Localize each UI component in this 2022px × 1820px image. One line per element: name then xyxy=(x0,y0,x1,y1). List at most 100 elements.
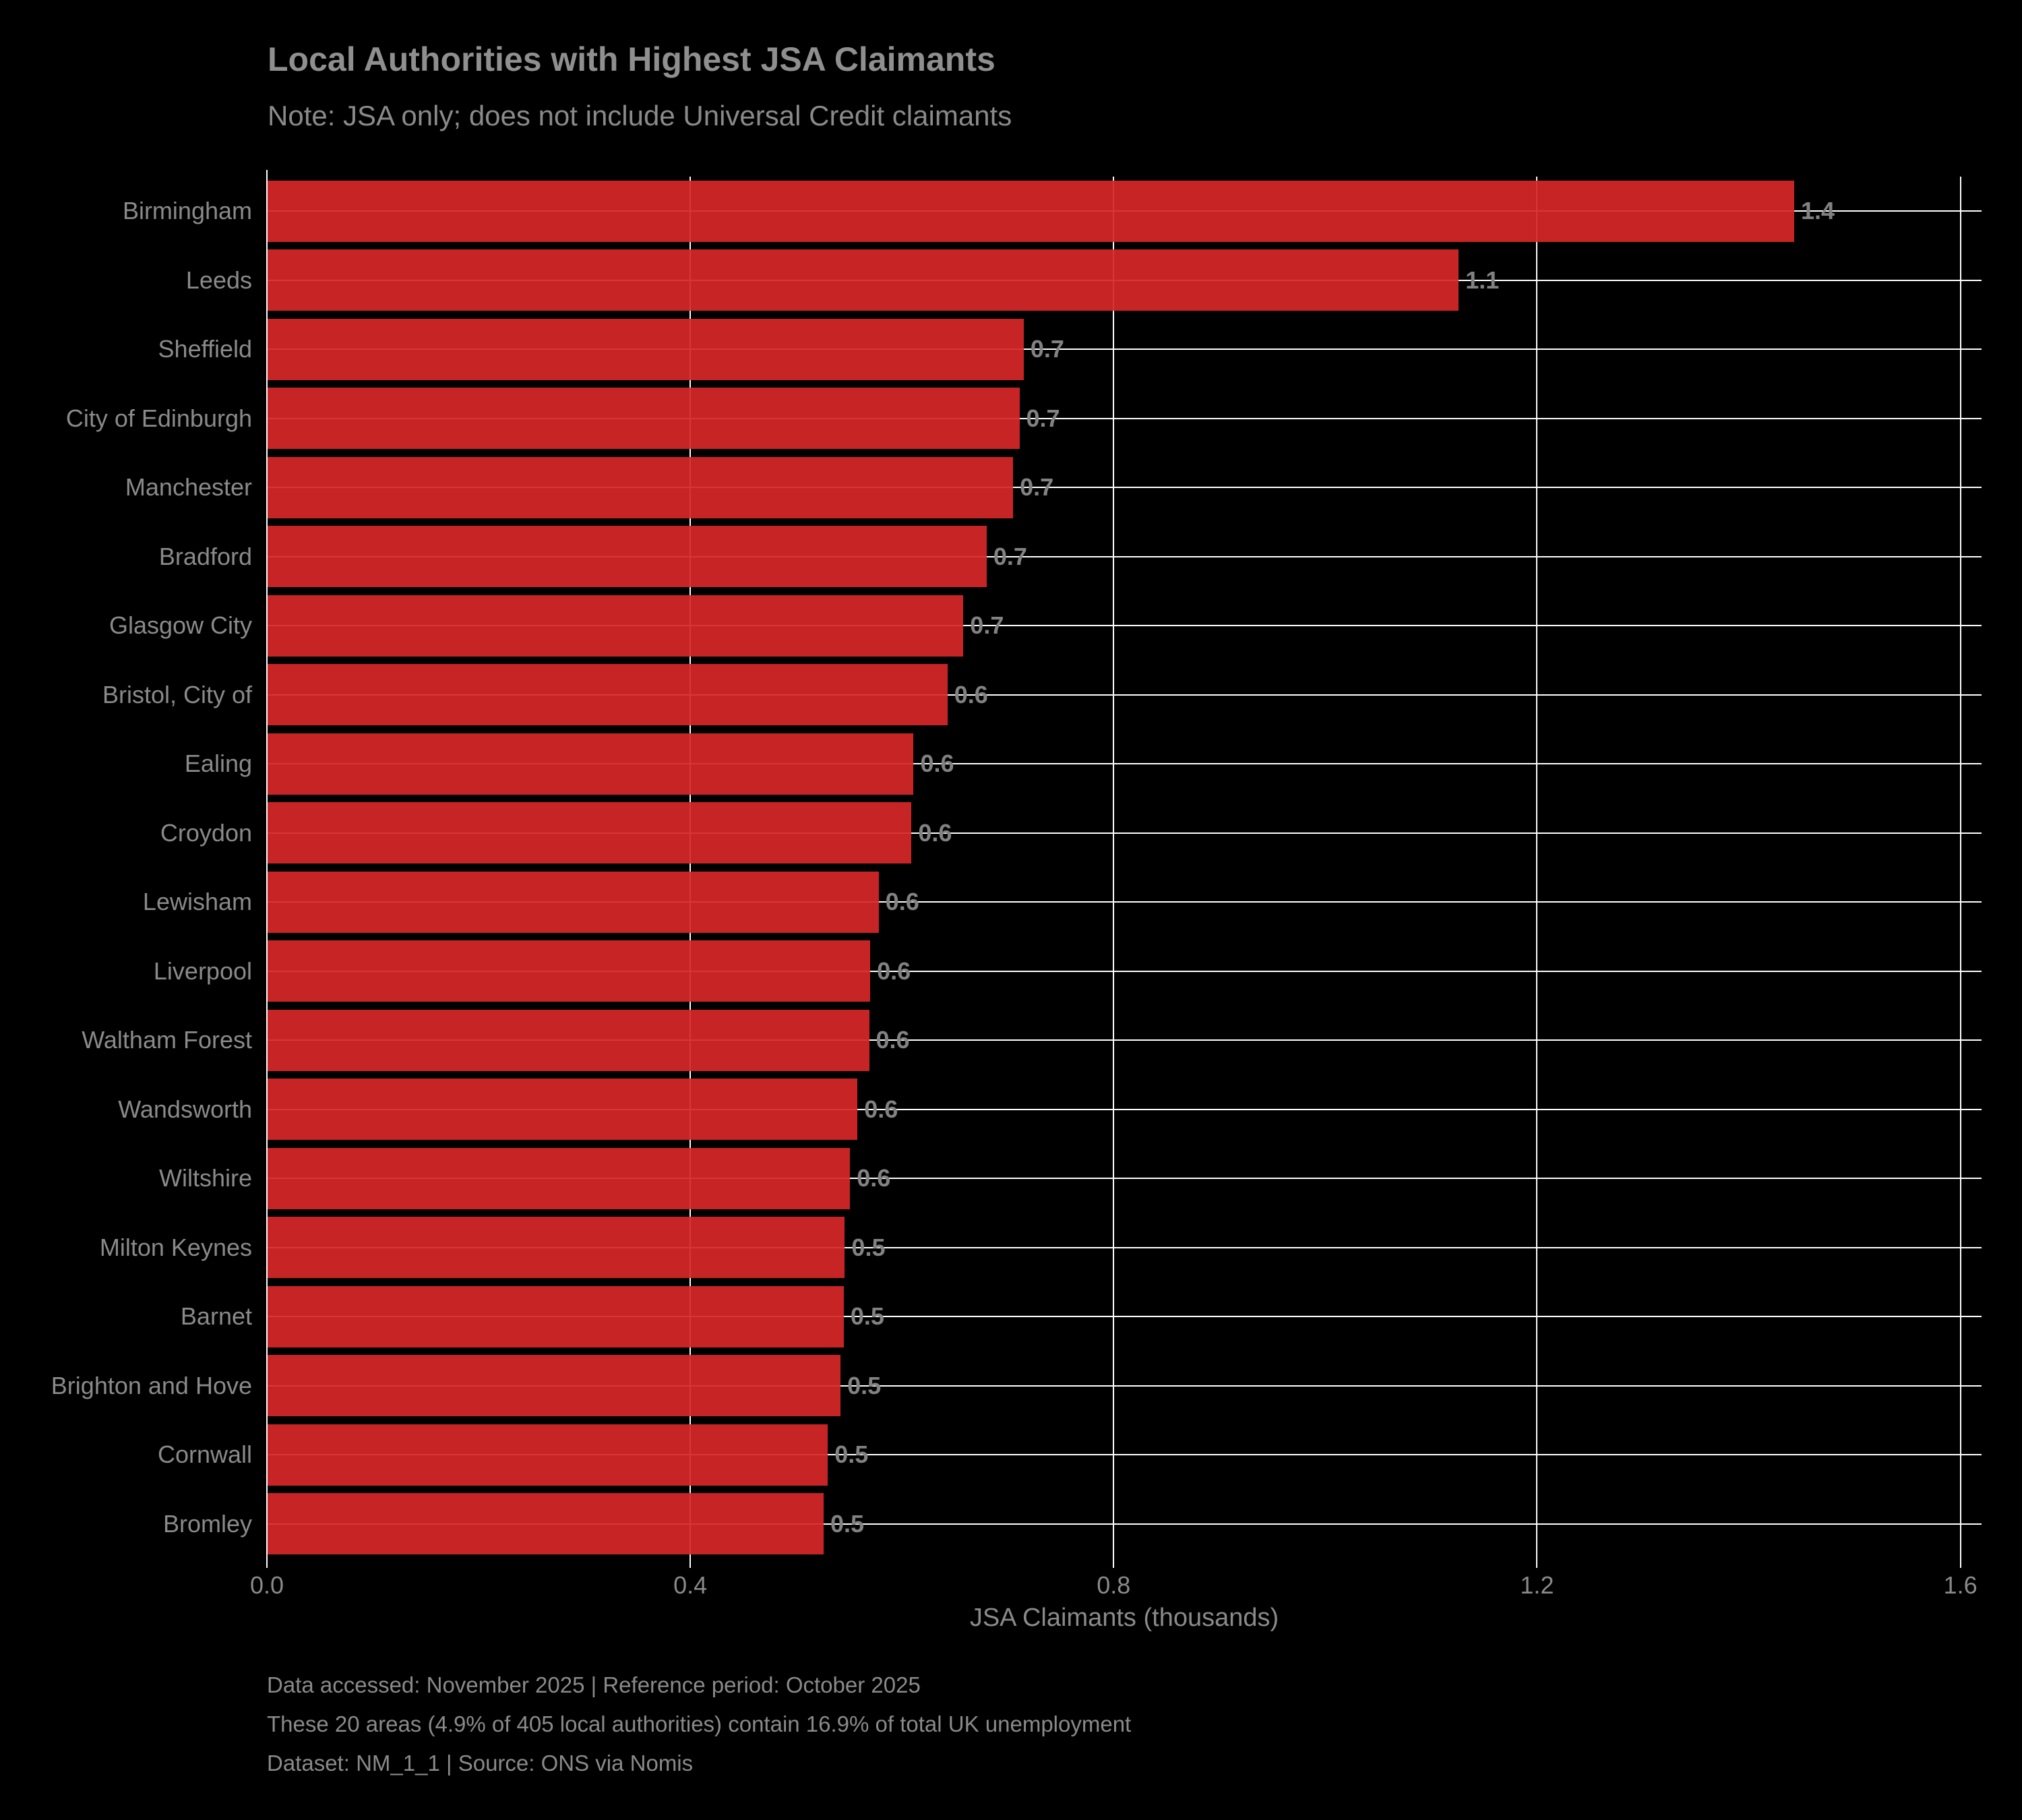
x-gridline xyxy=(690,177,692,1558)
y-category-label: Bradford xyxy=(158,542,252,570)
bar-row: 0.6 Croydon xyxy=(160,799,1982,868)
y-gridline xyxy=(267,1246,1982,1248)
y-gridline xyxy=(267,970,1982,972)
bar-value-label: 0.6 xyxy=(857,1164,891,1192)
y-category-label: Manchester xyxy=(125,473,252,502)
bar-value-label: 0.6 xyxy=(864,1095,898,1123)
footer-data-accessed: Data accessed: November 2025 | Reference… xyxy=(267,1672,921,1697)
bar xyxy=(267,1285,844,1347)
y-category-label: Sheffield xyxy=(158,335,252,363)
y-category-label: Ealing xyxy=(184,750,252,778)
bar xyxy=(267,1424,828,1486)
x-tick-label: 0.4 xyxy=(673,1571,708,1599)
bar-row: 0.5 Bromley xyxy=(163,1490,1982,1559)
bar-row: 0.6 Liverpool xyxy=(154,937,1982,1006)
y-gridline xyxy=(267,1039,1982,1041)
y-gridline xyxy=(267,555,1982,557)
bar-row: 0.5 Barnet xyxy=(181,1282,1982,1352)
y-category-label: Wiltshire xyxy=(158,1164,252,1192)
bar xyxy=(267,871,879,933)
bar-value-label: 0.6 xyxy=(885,888,919,916)
footer-coverage-note: These 20 areas (4.9% of 405 local author… xyxy=(267,1711,1132,1736)
y-gridline xyxy=(267,1108,1982,1110)
bar-value-label: 0.6 xyxy=(876,1026,910,1054)
y-gridline xyxy=(267,1454,1982,1456)
y-category-label: Leeds xyxy=(185,266,252,294)
bar-value-label: 1.1 xyxy=(1465,266,1500,294)
bar-row: 0.7 Glasgow City xyxy=(109,591,1982,661)
bar xyxy=(267,1493,824,1555)
x-tick-mark xyxy=(1536,1558,1538,1568)
bar-row: 0.6 Wandsworth xyxy=(118,1075,1982,1145)
y-gridline xyxy=(267,763,1982,765)
bar xyxy=(267,1217,845,1279)
x-tick-mark xyxy=(690,1558,692,1568)
y-category-label: Milton Keynes xyxy=(99,1233,252,1261)
x-tick-mark xyxy=(266,1558,268,1568)
y-axis-spine xyxy=(266,170,268,1560)
y-gridline xyxy=(267,1316,1982,1318)
bar xyxy=(267,388,1020,450)
bar-row: 0.7 Sheffield xyxy=(158,315,1982,384)
x-tick-mark xyxy=(1959,1558,1961,1568)
y-gridline xyxy=(267,417,1982,419)
bar xyxy=(267,526,987,588)
bar-value-label: 0.7 xyxy=(993,542,1027,570)
y-category-label: Birmingham xyxy=(122,197,252,225)
bar-value-label: 0.6 xyxy=(918,818,952,847)
x-gridline xyxy=(1536,177,1538,1558)
bar-row: 0.6 Ealing xyxy=(185,729,1982,799)
bar xyxy=(267,180,1795,242)
y-category-label: Waltham Forest xyxy=(82,1026,252,1054)
bar-value-label: 0.6 xyxy=(920,750,954,778)
x-tick-label: 0.8 xyxy=(1097,1571,1131,1599)
bar xyxy=(267,456,1014,518)
x-gridline xyxy=(1959,177,1961,1558)
bar-value-label: 0.5 xyxy=(851,1233,886,1261)
y-category-label: Cornwall xyxy=(157,1440,252,1469)
bar-row: 1.4 Birmingham xyxy=(123,177,1982,246)
y-gridline xyxy=(267,1178,1982,1180)
y-gridline xyxy=(267,1523,1982,1525)
bar-row: 0.7 Bradford xyxy=(159,522,1982,592)
y-category-label: City of Edinburgh xyxy=(65,404,252,432)
footer-dataset-source: Dataset: NM_1_1 | Source: ONS via Nomis xyxy=(267,1751,694,1776)
bar xyxy=(267,1009,869,1071)
chart-title: Local Authorities with Highest JSA Claim… xyxy=(268,40,995,78)
x-tick-mark xyxy=(1113,1558,1115,1568)
bar xyxy=(267,733,914,795)
chart-footer: Data accessed: November 2025 | Reference… xyxy=(267,1672,1131,1789)
bar-row: 0.6 Wiltshire xyxy=(159,1144,1982,1213)
y-category-label: Wandsworth xyxy=(118,1095,252,1123)
y-category-label: Barnet xyxy=(180,1302,252,1331)
y-category-label: Brighton and Hove xyxy=(51,1371,252,1399)
y-category-label: Bromley xyxy=(162,1509,252,1538)
bar xyxy=(267,940,871,1002)
x-gridline xyxy=(1113,177,1115,1558)
bar-value-label: 0.5 xyxy=(847,1371,882,1399)
y-gridline xyxy=(267,832,1982,834)
bar xyxy=(267,664,948,726)
x-tick-label: 1.2 xyxy=(1520,1571,1554,1599)
bar-value-label: 0.7 xyxy=(1020,473,1054,502)
bar-value-label: 0.5 xyxy=(830,1509,865,1538)
y-category-label: Croydon xyxy=(160,818,252,847)
x-axis-label: JSA Claimants (thousands) xyxy=(969,1604,1279,1632)
bar-value-label: 0.7 xyxy=(1026,404,1060,432)
bar xyxy=(267,318,1024,380)
y-category-label: Liverpool xyxy=(153,957,252,985)
bar-row: 0.5 Milton Keynes xyxy=(100,1213,1982,1283)
bar-row: 0.5 Cornwall xyxy=(158,1420,1982,1490)
bar xyxy=(267,1147,851,1209)
y-gridline xyxy=(267,487,1982,489)
y-category-label: Glasgow City xyxy=(109,611,252,640)
bar-value-label: 0.7 xyxy=(1030,335,1064,363)
y-gridline xyxy=(267,901,1982,903)
bar xyxy=(267,595,964,657)
bar-value-label: 0.6 xyxy=(954,680,988,708)
bar-value-label: 0.5 xyxy=(834,1440,869,1469)
x-tick-label: 1.6 xyxy=(1943,1571,1978,1599)
bar-value-label: 0.5 xyxy=(850,1302,884,1331)
bar-value-label: 0.6 xyxy=(877,957,911,985)
